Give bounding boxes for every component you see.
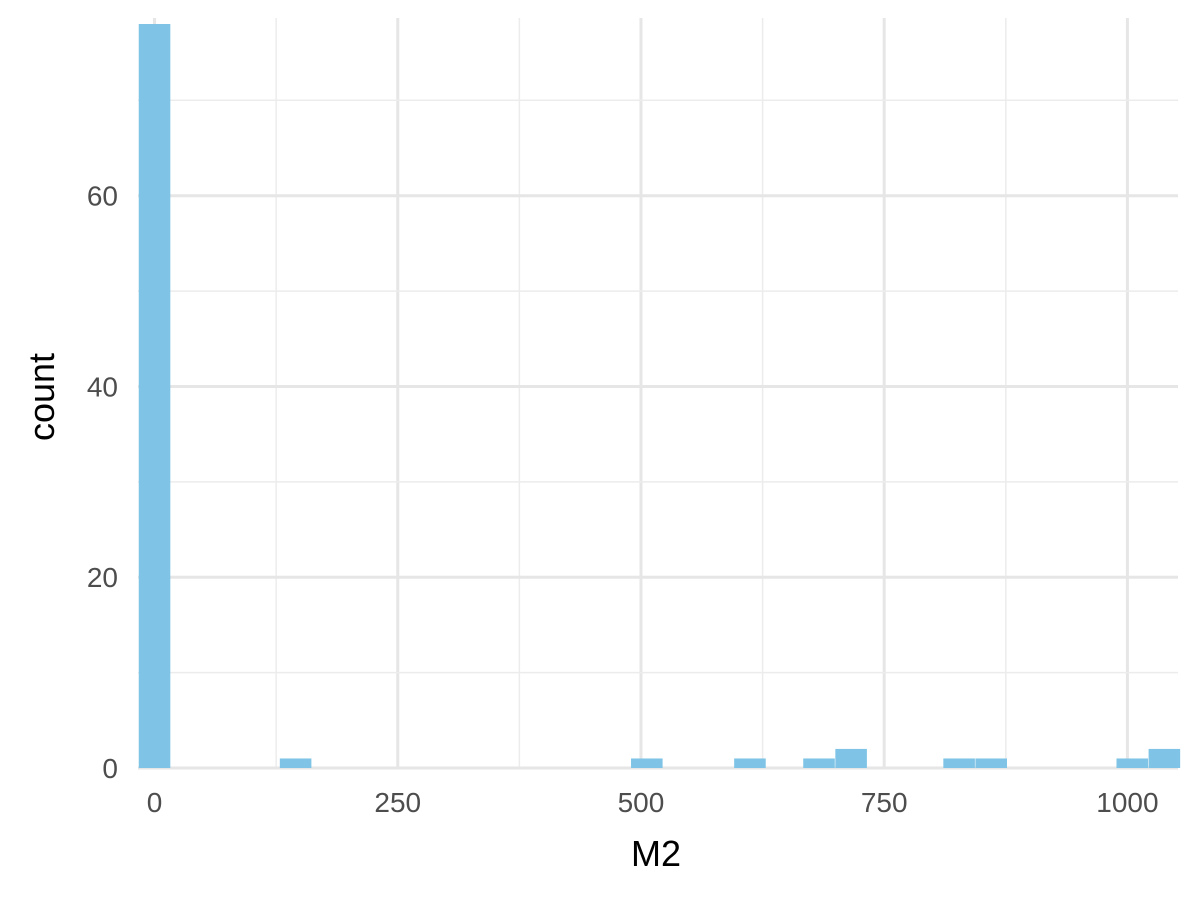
histogram-bar-5 [835,748,867,768]
x-tick-label: 1000 [1096,787,1158,818]
histogram-bar-1 [279,758,312,768]
histogram-bar-7 [975,758,1007,768]
histogram-bar-0 [138,24,171,768]
y-tick-label: 40 [87,371,118,402]
histogram-bar-6 [943,758,975,768]
histogram-bar-3 [734,758,766,768]
x-tick-label: 750 [861,787,908,818]
y-tick-label: 20 [87,562,118,593]
y-axis-title: count [21,353,62,441]
histogram-bar-4 [803,758,835,768]
histogram-bar-9 [1148,748,1181,768]
tick-labels: 0 250 500 750 1000 0 20 40 60 [87,181,1159,818]
histogram-bar-2 [631,758,663,768]
x-axis-title: M2 [631,833,681,874]
x-tick-label: 250 [374,787,421,818]
y-tick-label: 60 [87,181,118,212]
histogram-bars [138,24,1181,768]
x-tick-label: 500 [618,787,665,818]
grid-lines [138,18,1178,770]
x-tick-label: 0 [147,787,163,818]
histogram-bar-8 [1116,758,1149,768]
y-tick-label: 0 [102,753,118,784]
